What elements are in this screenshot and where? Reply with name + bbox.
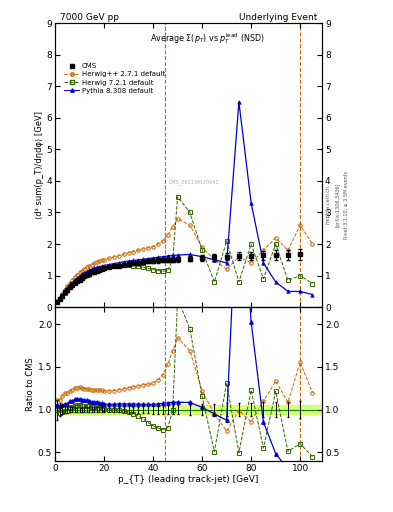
Text: 7000 GeV pp: 7000 GeV pp [61, 13, 119, 22]
Y-axis label: Ratio to CMS: Ratio to CMS [26, 357, 35, 411]
Text: Underlying Event: Underlying Event [239, 13, 317, 22]
Y-axis label: ⟨d² sum(p_T)/dηdφ⟩ [GeV]: ⟨d² sum(p_T)/dηdφ⟩ [GeV] [35, 111, 44, 219]
Text: Average $\Sigma(p_T)$ vs $p_T^{\rm lead}$ (NSD): Average $\Sigma(p_T)$ vs $p_T^{\rm lead}… [150, 32, 265, 47]
Text: mcplots.cern.ch: mcplots.cern.ch [326, 185, 331, 224]
Text: [arXiv:1306.3436]: [arXiv:1306.3436] [335, 183, 340, 227]
X-axis label: p_{T} (leading track-jet) [GeV]: p_{T} (leading track-jet) [GeV] [118, 475, 259, 484]
Legend: CMS, Herwig++ 2.7.1 default, Herwig 7.2.1 default, Pythia 8.308 default: CMS, Herwig++ 2.7.1 default, Herwig 7.2.… [61, 60, 168, 96]
Text: CMS_2011S9120041: CMS_2011S9120041 [169, 179, 219, 185]
Text: Rivet 3.1.10, ≥ 3.5M events: Rivet 3.1.10, ≥ 3.5M events [343, 170, 348, 239]
